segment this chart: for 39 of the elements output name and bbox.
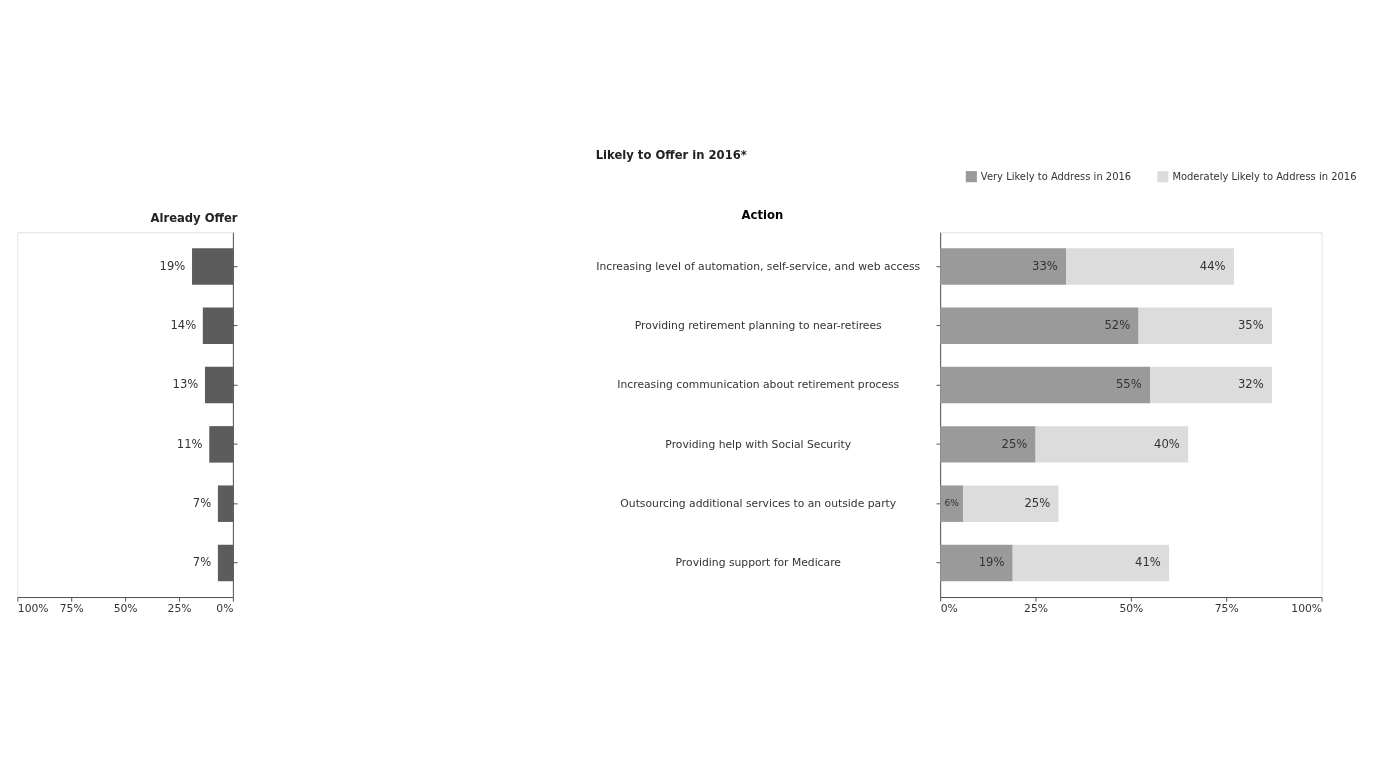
data-label: 55% bbox=[1115, 377, 1142, 392]
data-label: 44% bbox=[1199, 258, 1226, 273]
data-label: 6% bbox=[944, 498, 960, 509]
x-tick-label: 25% bbox=[167, 601, 192, 615]
x-tick-label: 50% bbox=[1119, 601, 1144, 615]
y-tick-label: Providing support for Medicare bbox=[675, 556, 842, 570]
data-label: 40% bbox=[1154, 436, 1180, 451]
data-label: 13% bbox=[172, 377, 199, 392]
y-tick-label: Increasing communication about retirement process bbox=[617, 378, 900, 392]
chart-title: Already Offer bbox=[150, 210, 238, 225]
y-tick-label: Providing retirement planning to near-retirees bbox=[634, 319, 883, 333]
x-tick-label: 50% bbox=[113, 601, 138, 615]
x-tick-label: 0% bbox=[940, 601, 958, 615]
data-label: 41% bbox=[1135, 555, 1161, 570]
data-label: 35% bbox=[1237, 318, 1264, 333]
data-label: 25% bbox=[1001, 436, 1028, 451]
y-tick-label: Outsourcing additional services to an outside party bbox=[620, 497, 897, 510]
data-label: 33% bbox=[1032, 258, 1058, 273]
data-label: 11% bbox=[176, 436, 203, 451]
legend-label: Moderately Likely to Address in 2016 bbox=[1172, 170, 1357, 182]
x-tick-label: 100% bbox=[17, 601, 49, 615]
data-label: 25% bbox=[1024, 496, 1051, 510]
legend-label: Very Likely to Address in 2016 bbox=[980, 170, 1132, 182]
y-tick-label: Providing help with Social Security bbox=[665, 437, 852, 451]
x-tick-label: 75% bbox=[59, 601, 84, 615]
data-label: 14% bbox=[170, 318, 197, 333]
data-label: 7% bbox=[192, 496, 212, 510]
data-label: 32% bbox=[1237, 377, 1264, 392]
data-label: 19% bbox=[159, 258, 186, 273]
y-axis-title: Action bbox=[741, 207, 784, 222]
data-label: 19% bbox=[978, 555, 1005, 570]
text: Likely to Offer in 2016* bbox=[595, 148, 747, 163]
data-label: 7% bbox=[192, 555, 212, 570]
x-tick-label: 25% bbox=[1024, 601, 1048, 615]
x-tick-label: 0% bbox=[216, 601, 234, 615]
y-tick-label: Increasing level of automation, self-service, and web access bbox=[596, 259, 921, 273]
data-label: 52% bbox=[1104, 318, 1131, 333]
x-tick-label: 100% bbox=[1291, 601, 1323, 615]
x-tick-label: 75% bbox=[1214, 601, 1239, 615]
